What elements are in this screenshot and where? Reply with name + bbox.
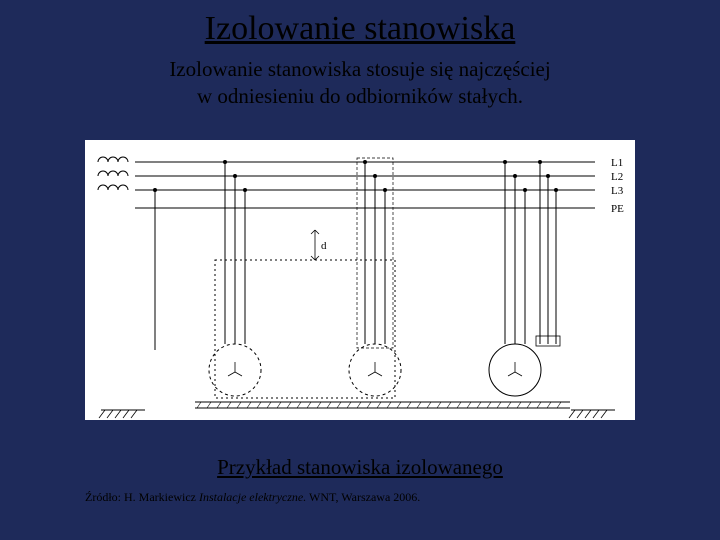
svg-text:L3: L3 <box>611 185 624 197</box>
subtitle-line1: Izolowanie stanowiska stosuje się najczę… <box>169 57 550 81</box>
subtitle-line2: w odniesieniu do odbiorników stałych. <box>197 84 523 108</box>
slide-subtitle: Izolowanie stanowiska stosuje się najczę… <box>0 56 720 111</box>
citation: Źródło: H. Markiewicz Instalacje elektry… <box>85 490 420 505</box>
citation-suffix: WNT, Warszawa 2006. <box>306 490 420 504</box>
svg-text:L1: L1 <box>611 157 623 169</box>
electrical-diagram: L1 L2 L3 PE d <box>85 140 635 420</box>
svg-text:PE: PE <box>611 203 624 215</box>
citation-italic: Instalacje elektryczne. <box>199 490 306 504</box>
svg-text:L2: L2 <box>611 171 623 183</box>
diagram-caption: Przykład stanowiska izolowanego <box>0 455 720 480</box>
diagram-container: L1 L2 L3 PE d <box>85 140 635 420</box>
svg-text:d: d <box>321 240 327 252</box>
citation-prefix: Źródło: H. Markiewicz <box>85 490 199 504</box>
slide-title: Izolowanie stanowiska <box>0 0 720 48</box>
